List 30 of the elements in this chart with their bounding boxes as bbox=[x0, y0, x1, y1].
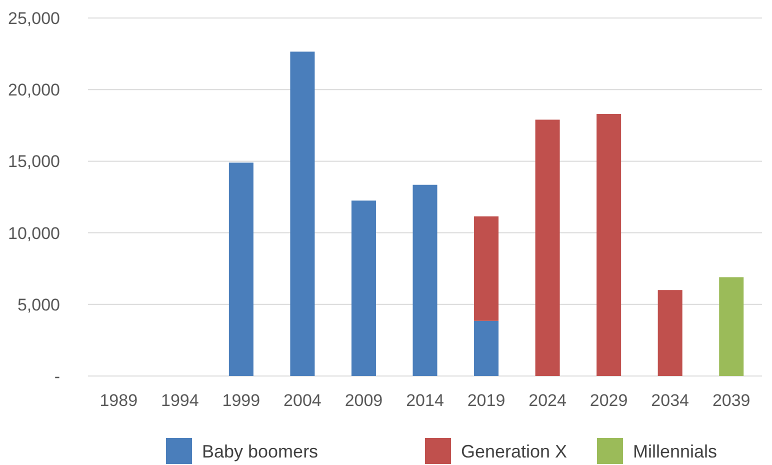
y-tick-label: 10,000 bbox=[8, 224, 60, 243]
x-tick-label: 1994 bbox=[160, 391, 199, 410]
bar bbox=[596, 114, 622, 376]
y-tick-label: 5,000 bbox=[17, 295, 60, 314]
bar bbox=[351, 200, 376, 376]
bar bbox=[719, 277, 744, 376]
x-tick-label: 2029 bbox=[590, 391, 628, 410]
x-tick-label: 2009 bbox=[344, 391, 383, 410]
bar bbox=[290, 52, 315, 376]
x-tick-label: 2024 bbox=[528, 391, 566, 410]
bar bbox=[535, 120, 560, 376]
x-tick-label: 2004 bbox=[284, 391, 322, 410]
y-tick-label: 20,000 bbox=[8, 80, 60, 100]
legend-label: Millennials bbox=[633, 441, 718, 462]
bar bbox=[228, 162, 254, 376]
x-tick-label: 2019 bbox=[467, 391, 506, 410]
x-tick-label: 2014 bbox=[406, 391, 444, 410]
x-tick-label: 2039 bbox=[712, 391, 750, 410]
bar bbox=[412, 184, 438, 376]
bar bbox=[474, 216, 499, 321]
bar bbox=[658, 290, 682, 376]
legend-label: Baby boomers bbox=[202, 441, 318, 462]
y-tick-label: 25,000 bbox=[8, 8, 60, 28]
x-tick-label: 2034 bbox=[651, 391, 690, 410]
y-tick-label: - bbox=[54, 366, 60, 386]
x-tick-label: 1999 bbox=[222, 391, 260, 410]
bar bbox=[474, 320, 499, 376]
y-tick-label: 15,000 bbox=[8, 152, 60, 172]
legend-label: Generation X bbox=[461, 441, 568, 462]
x-tick-label: 1989 bbox=[100, 391, 138, 410]
